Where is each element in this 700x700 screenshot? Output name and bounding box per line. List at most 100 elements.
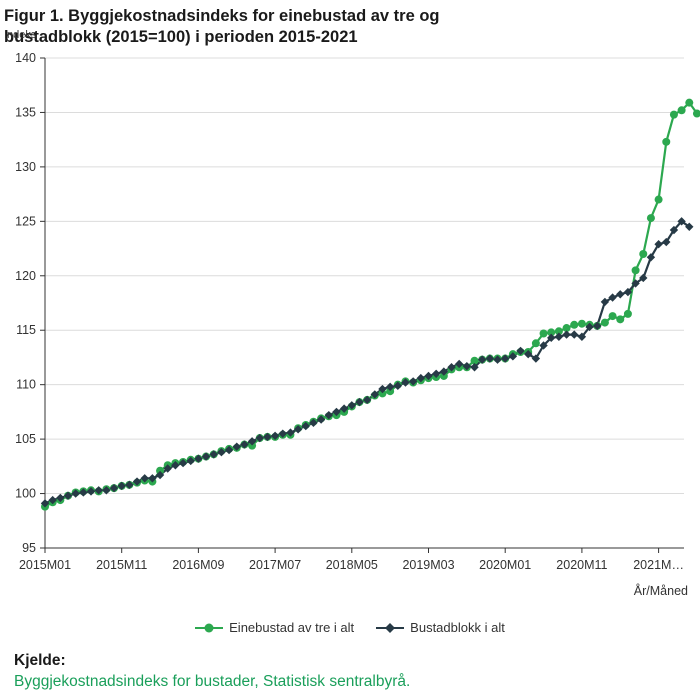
y-tick-label: 105 [15, 432, 36, 446]
data-point-diamond [616, 290, 625, 299]
data-point-diamond [171, 461, 180, 470]
data-point-circle [608, 312, 617, 321]
data-point-diamond [669, 225, 679, 235]
source-link[interactable]: Byggjekostnadsindeks for bustader, Stati… [14, 673, 411, 690]
chart-title: Figur 1. Byggjekostnadsindeks for einebu… [4, 7, 440, 46]
gridlines [45, 57, 684, 495]
data-point-circle [156, 466, 165, 475]
data-point-diamond [117, 481, 126, 491]
legend-circle-marker-icon [195, 623, 224, 632]
data-point-diamond [401, 378, 410, 387]
data-point-circle [692, 109, 700, 118]
data-point-diamond [516, 346, 525, 356]
data-point-circle [470, 356, 479, 365]
y-tick-label: 125 [15, 214, 36, 228]
data-point-diamond [316, 415, 326, 424]
data-point-diamond [148, 474, 157, 483]
y-axis: 95 100 105 110 115 120 125 130 135 140 [15, 51, 46, 555]
y-unit-label: Indeks [4, 29, 37, 41]
data-point-diamond [493, 355, 502, 364]
y-tick-label: 130 [15, 160, 36, 174]
data-point-diamond [201, 452, 211, 461]
data-point-diamond [362, 395, 372, 405]
data-point-diamond [393, 381, 403, 390]
y-tick-label: 120 [15, 269, 36, 283]
data-point-circle [562, 324, 571, 333]
data-point-diamond [685, 222, 694, 231]
data-point-diamond [508, 352, 518, 361]
data-point-diamond [347, 401, 356, 410]
data-point-diamond [408, 377, 418, 386]
data-point-circle [669, 110, 678, 119]
data-point-diamond [247, 437, 257, 446]
data-point-diamond [585, 322, 594, 332]
data-point-circle [570, 320, 579, 329]
data-point-diamond [286, 428, 295, 437]
data-point-diamond [431, 369, 441, 378]
data-point-diamond [263, 432, 272, 442]
data-point-circle [646, 214, 655, 223]
data-point-diamond [631, 279, 640, 288]
data-point-diamond [378, 384, 387, 394]
data-point-diamond [608, 293, 617, 302]
data-point-diamond [600, 297, 610, 307]
legend-diamond-marker-icon [376, 622, 405, 633]
x-tick-label: 2016M09 [172, 558, 224, 572]
legend-item-bustadblokk[interactable]: Bustadblokk i alt [376, 620, 505, 635]
x-tick-label: 2020M01 [479, 558, 531, 572]
data-point-diamond [485, 354, 495, 363]
x-tick-label: 2021M… [633, 558, 684, 572]
data-point-diamond [140, 474, 149, 483]
data-point-circle [554, 327, 563, 336]
x-tick-label: 2019M03 [402, 558, 454, 572]
data-point-diamond [623, 287, 633, 297]
data-point-diamond [570, 330, 579, 339]
data-point-diamond [293, 425, 303, 434]
data-point-diamond [646, 253, 656, 262]
data-point-diamond [270, 431, 280, 441]
data-point-circle [600, 318, 609, 327]
data-point-diamond [662, 237, 671, 247]
data-point-circle [577, 319, 586, 328]
y-tick-label: 100 [15, 487, 36, 501]
data-point-diamond [217, 447, 226, 457]
series-markers [40, 98, 700, 511]
data-point-diamond [94, 486, 103, 495]
y-tick-label: 95 [22, 541, 36, 555]
legend-label: Bustadblokk i alt [410, 620, 505, 635]
data-point-diamond [79, 488, 88, 497]
series-line-0 [44, 101, 698, 508]
data-point-diamond [447, 363, 456, 372]
data-point-diamond [155, 470, 165, 480]
data-point-diamond [56, 493, 65, 503]
data-point-circle [378, 389, 387, 398]
data-point-diamond [416, 373, 426, 383]
data-point-diamond [224, 445, 234, 455]
data-point-diamond [385, 382, 395, 392]
data-point-diamond [332, 407, 341, 417]
data-point-diamond [577, 332, 587, 341]
data-point-diamond [109, 483, 119, 493]
data-point-diamond [178, 458, 188, 468]
data-point-diamond [63, 491, 73, 500]
data-point-circle [623, 309, 632, 318]
data-point-diamond [48, 495, 57, 505]
data-point-circle [386, 387, 395, 396]
data-point-diamond [470, 363, 479, 372]
data-point-diamond [209, 450, 218, 459]
data-point-diamond [86, 487, 96, 496]
data-point-diamond [654, 240, 663, 249]
data-point-diamond [477, 355, 487, 364]
data-point-diamond [186, 456, 195, 466]
data-point-diamond [677, 217, 686, 226]
data-point-circle [662, 137, 671, 146]
data-point-diamond [593, 321, 602, 331]
legend-item-einebustad[interactable]: Einebustad av tre i alt [195, 620, 354, 635]
data-point-diamond [125, 480, 134, 490]
data-point-diamond [232, 442, 241, 451]
y-tick-label: 135 [15, 105, 36, 119]
legend: Einebustad av tre i alt Bustadblokk i al… [0, 620, 700, 635]
data-point-circle [547, 328, 556, 337]
y-tick-label: 140 [15, 51, 36, 65]
data-point-diamond [301, 421, 310, 431]
